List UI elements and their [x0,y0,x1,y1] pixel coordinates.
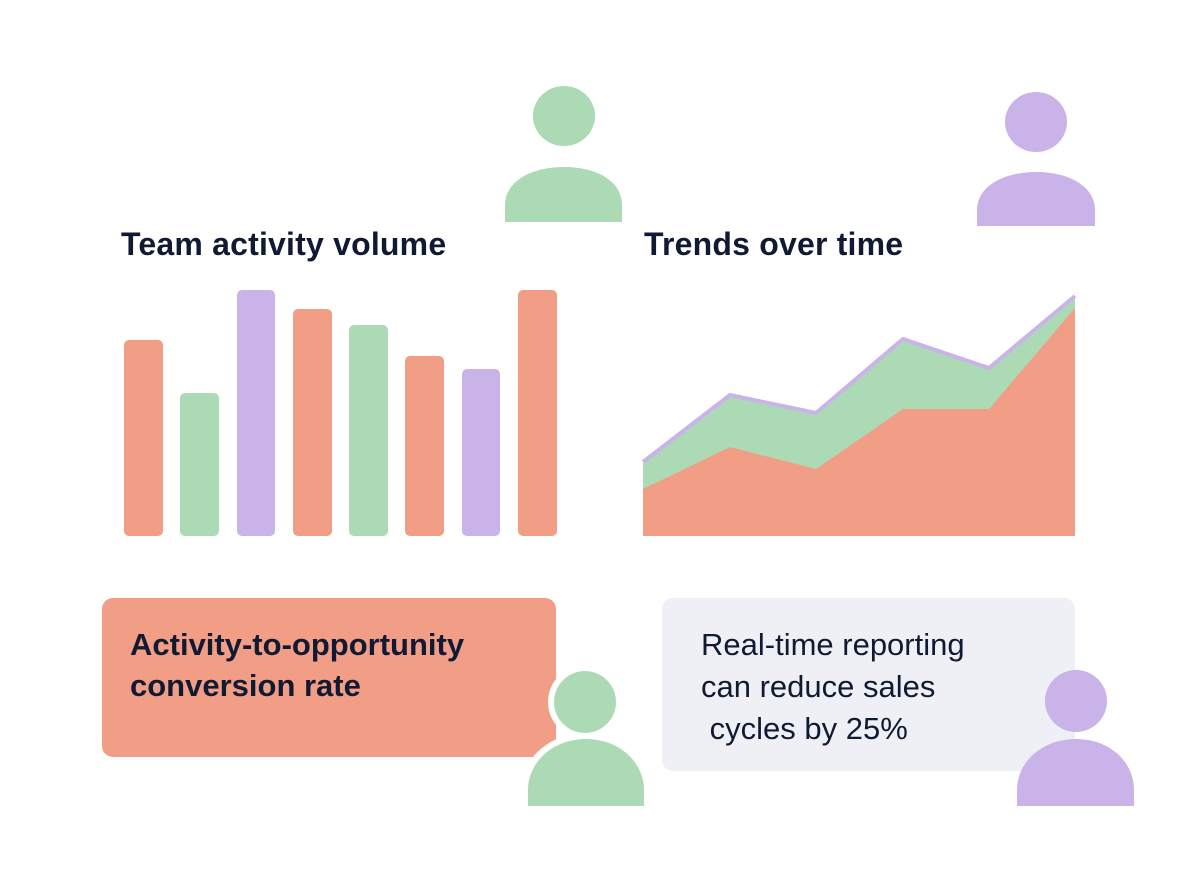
user-icon-green-bottom [522,665,650,812]
reporting-stat-card [662,598,1075,771]
bar-1 [124,340,163,536]
trend-line-purple [641,294,1077,464]
area-coral [643,308,1075,536]
bar-chart-title: Team activity volume [121,226,447,262]
bar-7 [462,369,500,536]
conversion-card-line-2: conversion rate [130,668,361,703]
bar-8 [518,290,557,536]
conversion-card-line-1: Activity-to-opportunity [130,627,465,662]
bar-6 [405,356,444,536]
reporting-card-line-1: Real-time reporting [701,627,965,662]
bar-3 [237,290,275,536]
user-icon-green-top [505,86,622,222]
bar-4 [293,309,332,536]
user-icon-purple-top [977,92,1095,226]
area-chart-title: Trends over time [644,226,904,262]
user-icon-purple-bottom [1017,670,1134,806]
bar-5 [349,325,388,536]
conversion-rate-card [102,598,556,757]
reporting-card-line-2: can reduce sales [701,669,936,704]
bar-2 [180,393,219,536]
reporting-card-line-3: cycles by 25% [701,711,908,746]
